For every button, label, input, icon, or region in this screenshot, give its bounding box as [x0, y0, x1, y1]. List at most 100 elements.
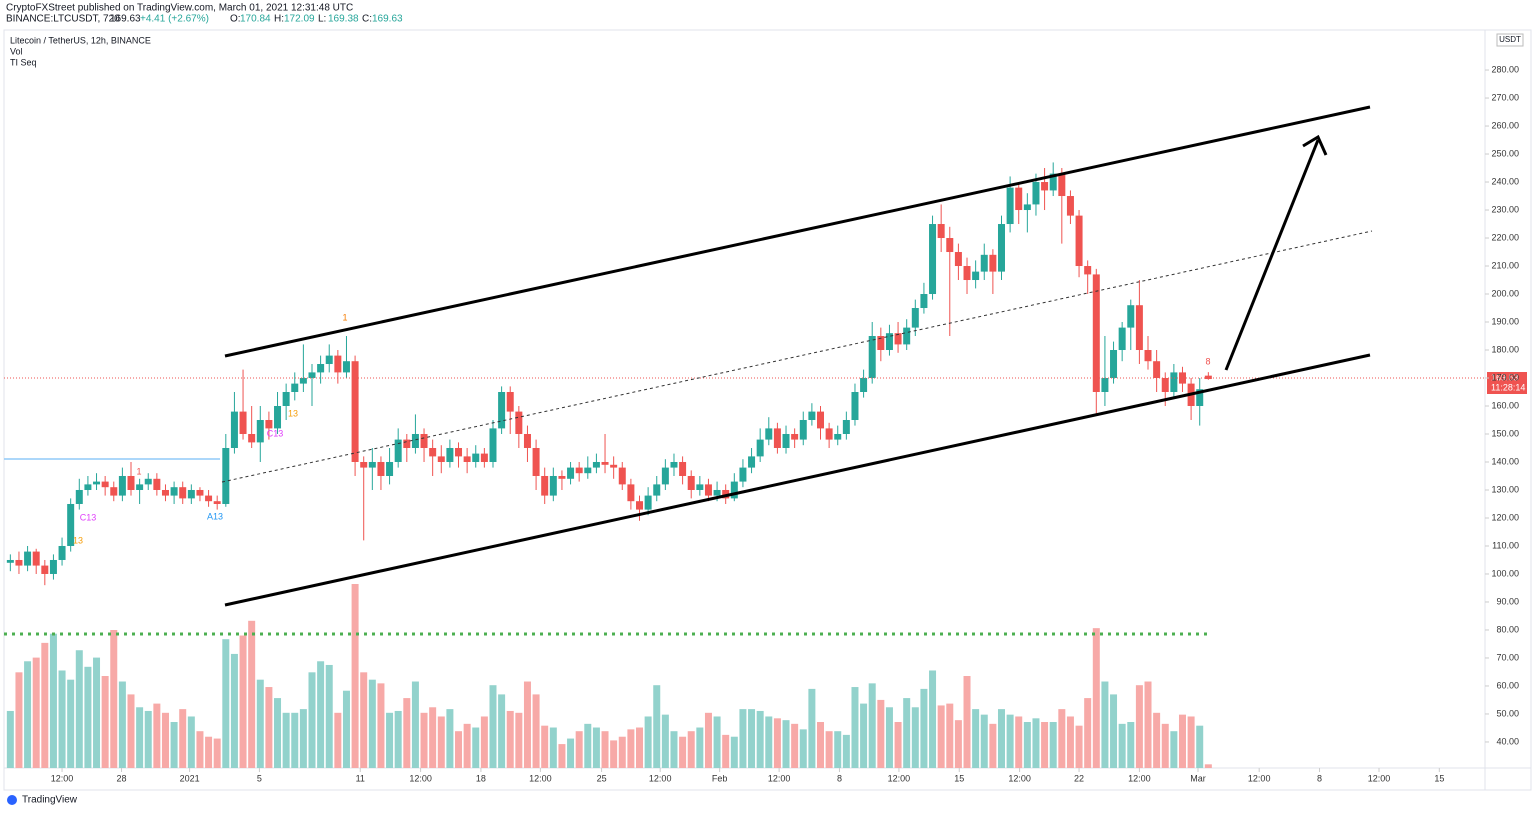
volume-bar [937, 705, 945, 768]
volume-bar [911, 707, 919, 768]
candle-body [498, 392, 506, 429]
candle-body [127, 475, 135, 490]
x-tick-label: 8 [1317, 773, 1322, 783]
candle-body [989, 254, 997, 272]
frame [3, 29, 1532, 791]
volume-bar [205, 736, 213, 768]
y-tick-label: 40.00 [1496, 736, 1519, 746]
volume-bar [584, 723, 592, 768]
volume-bar [618, 736, 626, 768]
candle-body [972, 271, 980, 281]
volume-bar [239, 635, 247, 768]
candle-body [532, 447, 540, 476]
y-tick-label: 260.00 [1491, 120, 1519, 130]
candle-body [446, 447, 454, 462]
ohlc-label: H: [274, 14, 284, 25]
candle-body [1196, 389, 1204, 406]
candle-body [41, 565, 49, 574]
candle-body [75, 489, 83, 504]
x-tick-label: 18 [476, 773, 486, 783]
candle-body [230, 411, 238, 448]
volume-bar [437, 716, 445, 768]
volume-bar [187, 716, 195, 768]
volume-bar [1135, 685, 1143, 768]
volume-bar [799, 729, 807, 768]
candle-body [110, 487, 118, 496]
candle-body [317, 364, 325, 373]
candle-body [325, 355, 333, 365]
volume-bar [567, 738, 575, 768]
channel-lower [224, 353, 1371, 607]
volume-bar [498, 694, 506, 768]
sequential-label: C13 [267, 428, 284, 438]
candle-body [765, 428, 773, 440]
volume-bar [1101, 681, 1109, 768]
volume-bar [549, 727, 557, 768]
volume-bar [248, 620, 256, 768]
candle-body [825, 428, 833, 440]
candle-body [136, 484, 144, 490]
brand: TradingView [22, 795, 78, 806]
volume-bar [808, 688, 816, 768]
volume-bar [455, 731, 463, 768]
candle-body [161, 489, 169, 496]
candle-body [213, 501, 221, 504]
volume-bar [627, 729, 635, 768]
y-tick-label: 70.00 [1496, 652, 1519, 662]
candle-body [1092, 274, 1100, 393]
candle-body [1015, 187, 1023, 211]
x-tick-label: 12:00 [768, 773, 791, 783]
candle-body [179, 487, 187, 499]
candle-body [93, 481, 101, 485]
y-tick-label: 120.00 [1491, 512, 1519, 522]
candle-body [834, 433, 842, 440]
candle-body [368, 461, 376, 468]
volume-bar [377, 683, 385, 768]
published: CryptoFXStreet published on TradingView.… [6, 3, 353, 14]
volume-bar [825, 731, 833, 768]
candle-body [842, 419, 850, 434]
ohlc-label: L: [318, 14, 326, 25]
candle-body [523, 433, 531, 448]
candle-body [1101, 378, 1109, 393]
candle-body [480, 453, 488, 462]
candle-body [868, 336, 876, 379]
y-tick-label: 250.00 [1491, 148, 1519, 158]
volume-bar [489, 685, 497, 768]
x-tick-label: 12:00 [529, 773, 552, 783]
candle-body [756, 439, 764, 457]
volume-bar [756, 710, 764, 768]
candle-body [15, 559, 23, 566]
volume-bar [32, 657, 40, 768]
y-tick-label: 150.00 [1491, 428, 1519, 438]
candle-body [644, 495, 652, 510]
y-tick-label: 270.00 [1491, 92, 1519, 102]
sequential-label: 13 [288, 408, 298, 418]
candle-body [773, 428, 781, 448]
volume-bar [256, 679, 264, 768]
volume-bar [739, 709, 747, 768]
volume-bar [506, 710, 514, 768]
candle-body [101, 481, 109, 488]
candle-body [937, 224, 945, 239]
volume-bar [920, 688, 928, 768]
chart-title: Litecoin / TetherUS, 12h, BINANCE [10, 35, 151, 45]
candle-body [601, 461, 609, 465]
candle-body [196, 489, 204, 496]
volume-bar [610, 740, 618, 768]
candle-body [704, 484, 712, 496]
candle-body [584, 467, 592, 474]
volume-bar [575, 731, 583, 768]
volume-bar [1058, 709, 1066, 768]
volume-bar [1092, 628, 1100, 768]
candle-body [170, 487, 178, 496]
volume-bar [592, 727, 600, 768]
volume-bar [84, 666, 92, 768]
volume-bar [282, 712, 290, 768]
sequential-label: 1 [136, 466, 141, 476]
candle-body [894, 333, 902, 345]
volume-bar [541, 725, 549, 768]
volume-bar [1023, 722, 1031, 768]
x-tick-label: 8 [837, 773, 842, 783]
candle-body [274, 405, 282, 429]
